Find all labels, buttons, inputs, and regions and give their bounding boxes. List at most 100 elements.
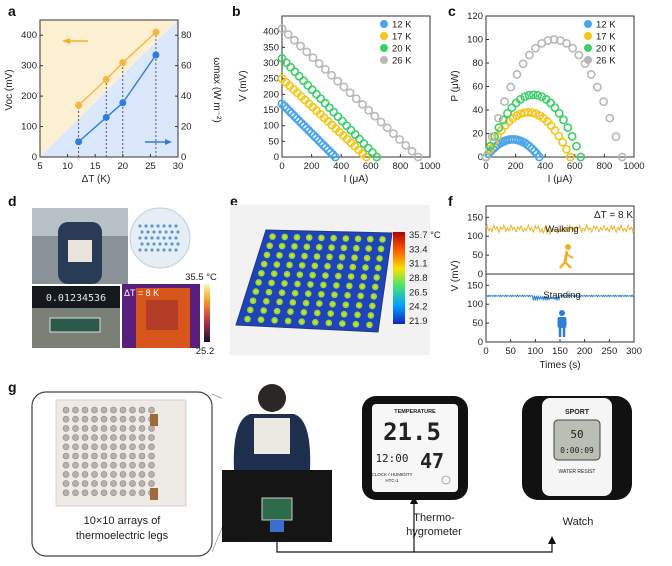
d-teg-dot xyxy=(176,242,180,246)
b-point xyxy=(299,121,309,130)
e-colorbar-label: 26.5 xyxy=(409,287,428,298)
g-teg-leg xyxy=(129,471,136,478)
thermo-temp: 21.5 xyxy=(383,418,441,446)
standing-person-icon xyxy=(557,310,567,337)
b-point xyxy=(329,107,339,117)
b-point xyxy=(370,111,380,121)
b-point xyxy=(301,123,311,133)
c-xtick-label: 1000 xyxy=(623,161,644,172)
b-point xyxy=(303,80,313,90)
cable-to-thermo xyxy=(276,500,415,553)
g-teg-leg xyxy=(119,406,127,414)
b-point xyxy=(318,140,328,150)
g-teg-leg xyxy=(81,443,89,451)
g-teg-leg xyxy=(100,443,108,451)
g-teg-leg xyxy=(129,452,136,460)
c-point xyxy=(549,35,559,44)
c-point xyxy=(524,90,534,100)
b-xtick-label: 1000 xyxy=(419,161,440,172)
c-point xyxy=(586,70,596,79)
c-point xyxy=(527,144,537,154)
e-leg-core xyxy=(264,299,268,303)
g-teg-leg xyxy=(138,461,146,469)
e-leg-core xyxy=(267,290,271,294)
e-leg-core xyxy=(283,235,287,239)
b-legend-marker xyxy=(380,20,388,28)
c-point xyxy=(531,43,540,53)
g-teg-leg xyxy=(129,406,136,414)
d-teg-dot xyxy=(174,236,178,240)
g-teg-leg xyxy=(138,425,146,432)
e-leg-core xyxy=(257,281,261,284)
e-colorbar-label: 33.4 xyxy=(409,244,428,255)
b-point xyxy=(342,121,351,130)
b-point xyxy=(333,112,343,122)
panel-d: d 0.01234536 ΔT = 8 K xyxy=(8,193,217,357)
c-legend-label: 26 K xyxy=(596,56,616,67)
wire-connector-bottom xyxy=(150,488,158,500)
f-standing-trace xyxy=(485,294,635,302)
b-ylabel: V (mV) xyxy=(238,70,249,101)
g-teg-leg xyxy=(129,415,136,423)
e-leg-core xyxy=(280,291,284,295)
e-leg-core xyxy=(275,263,279,266)
f-walking-trace xyxy=(485,223,635,236)
walking-person-icon xyxy=(559,244,574,269)
a-xtick-label: 30 xyxy=(173,161,184,172)
c-xtick-label: 400 xyxy=(537,161,553,172)
g-teg-leg xyxy=(91,406,98,414)
b-ytick-label: 200 xyxy=(263,89,279,100)
d-teg-dot xyxy=(164,230,168,234)
b-point xyxy=(296,118,306,128)
c-point xyxy=(563,123,573,133)
e-leg-core xyxy=(356,313,359,317)
panel-g: g 10×10 arrays of thermoelectric legs TE… xyxy=(8,379,632,557)
c-legend-label: 17 K xyxy=(596,32,616,43)
panel-d-label: d xyxy=(8,193,17,209)
d-teg-dot xyxy=(140,230,144,234)
wearer-head xyxy=(258,384,286,412)
b-point xyxy=(308,53,318,63)
b-point xyxy=(313,135,323,145)
e-leg-core xyxy=(375,276,379,279)
e-leg-core xyxy=(286,319,290,323)
b-point xyxy=(376,117,386,127)
b-point xyxy=(286,62,296,72)
c-point xyxy=(487,132,497,142)
panel-e: e 35.7 °C 33.4 31.1 28.8 26.5 24.2 21.9 xyxy=(230,193,441,355)
d-teg-dot xyxy=(150,236,154,240)
g-teg-leg xyxy=(91,425,98,432)
g-teg-leg xyxy=(138,452,146,460)
d-teg-dot xyxy=(176,230,180,234)
b-ytick-label: 250 xyxy=(263,74,279,85)
e-leg-core xyxy=(349,275,353,278)
g-teg-leg xyxy=(81,452,89,460)
c-legend-marker xyxy=(584,56,592,64)
g-teg-leg xyxy=(100,480,108,487)
e-leg-core xyxy=(364,266,367,269)
f-ytick-top-label: 150 xyxy=(467,212,483,223)
a-y2tick-label: 20 xyxy=(181,122,192,133)
g-teg-leg xyxy=(81,471,89,478)
g-teg-leg xyxy=(148,452,155,460)
c-point xyxy=(494,123,504,133)
g-teg-leg xyxy=(62,443,70,451)
e-leg-core xyxy=(367,247,371,250)
g-teg-leg xyxy=(100,452,108,460)
b-legend-label: 17 K xyxy=(392,32,412,43)
thermo-top: TEMPERATURE xyxy=(394,409,436,415)
c-ytick-label: 0 xyxy=(478,152,483,163)
b-point xyxy=(316,94,326,104)
f-ytick-top-label: 0 xyxy=(478,269,483,280)
b-point xyxy=(363,143,373,153)
e-leg-core xyxy=(313,320,317,324)
c-ytick-label: 60 xyxy=(472,82,483,93)
g-teg-leg xyxy=(119,489,127,497)
g-teg-leg xyxy=(138,471,146,478)
g-teg-leg xyxy=(138,415,146,423)
b-xtick-label: 600 xyxy=(363,161,379,172)
b-point xyxy=(372,152,382,162)
c-point xyxy=(562,38,571,48)
b-xtick-label: 800 xyxy=(392,161,408,172)
